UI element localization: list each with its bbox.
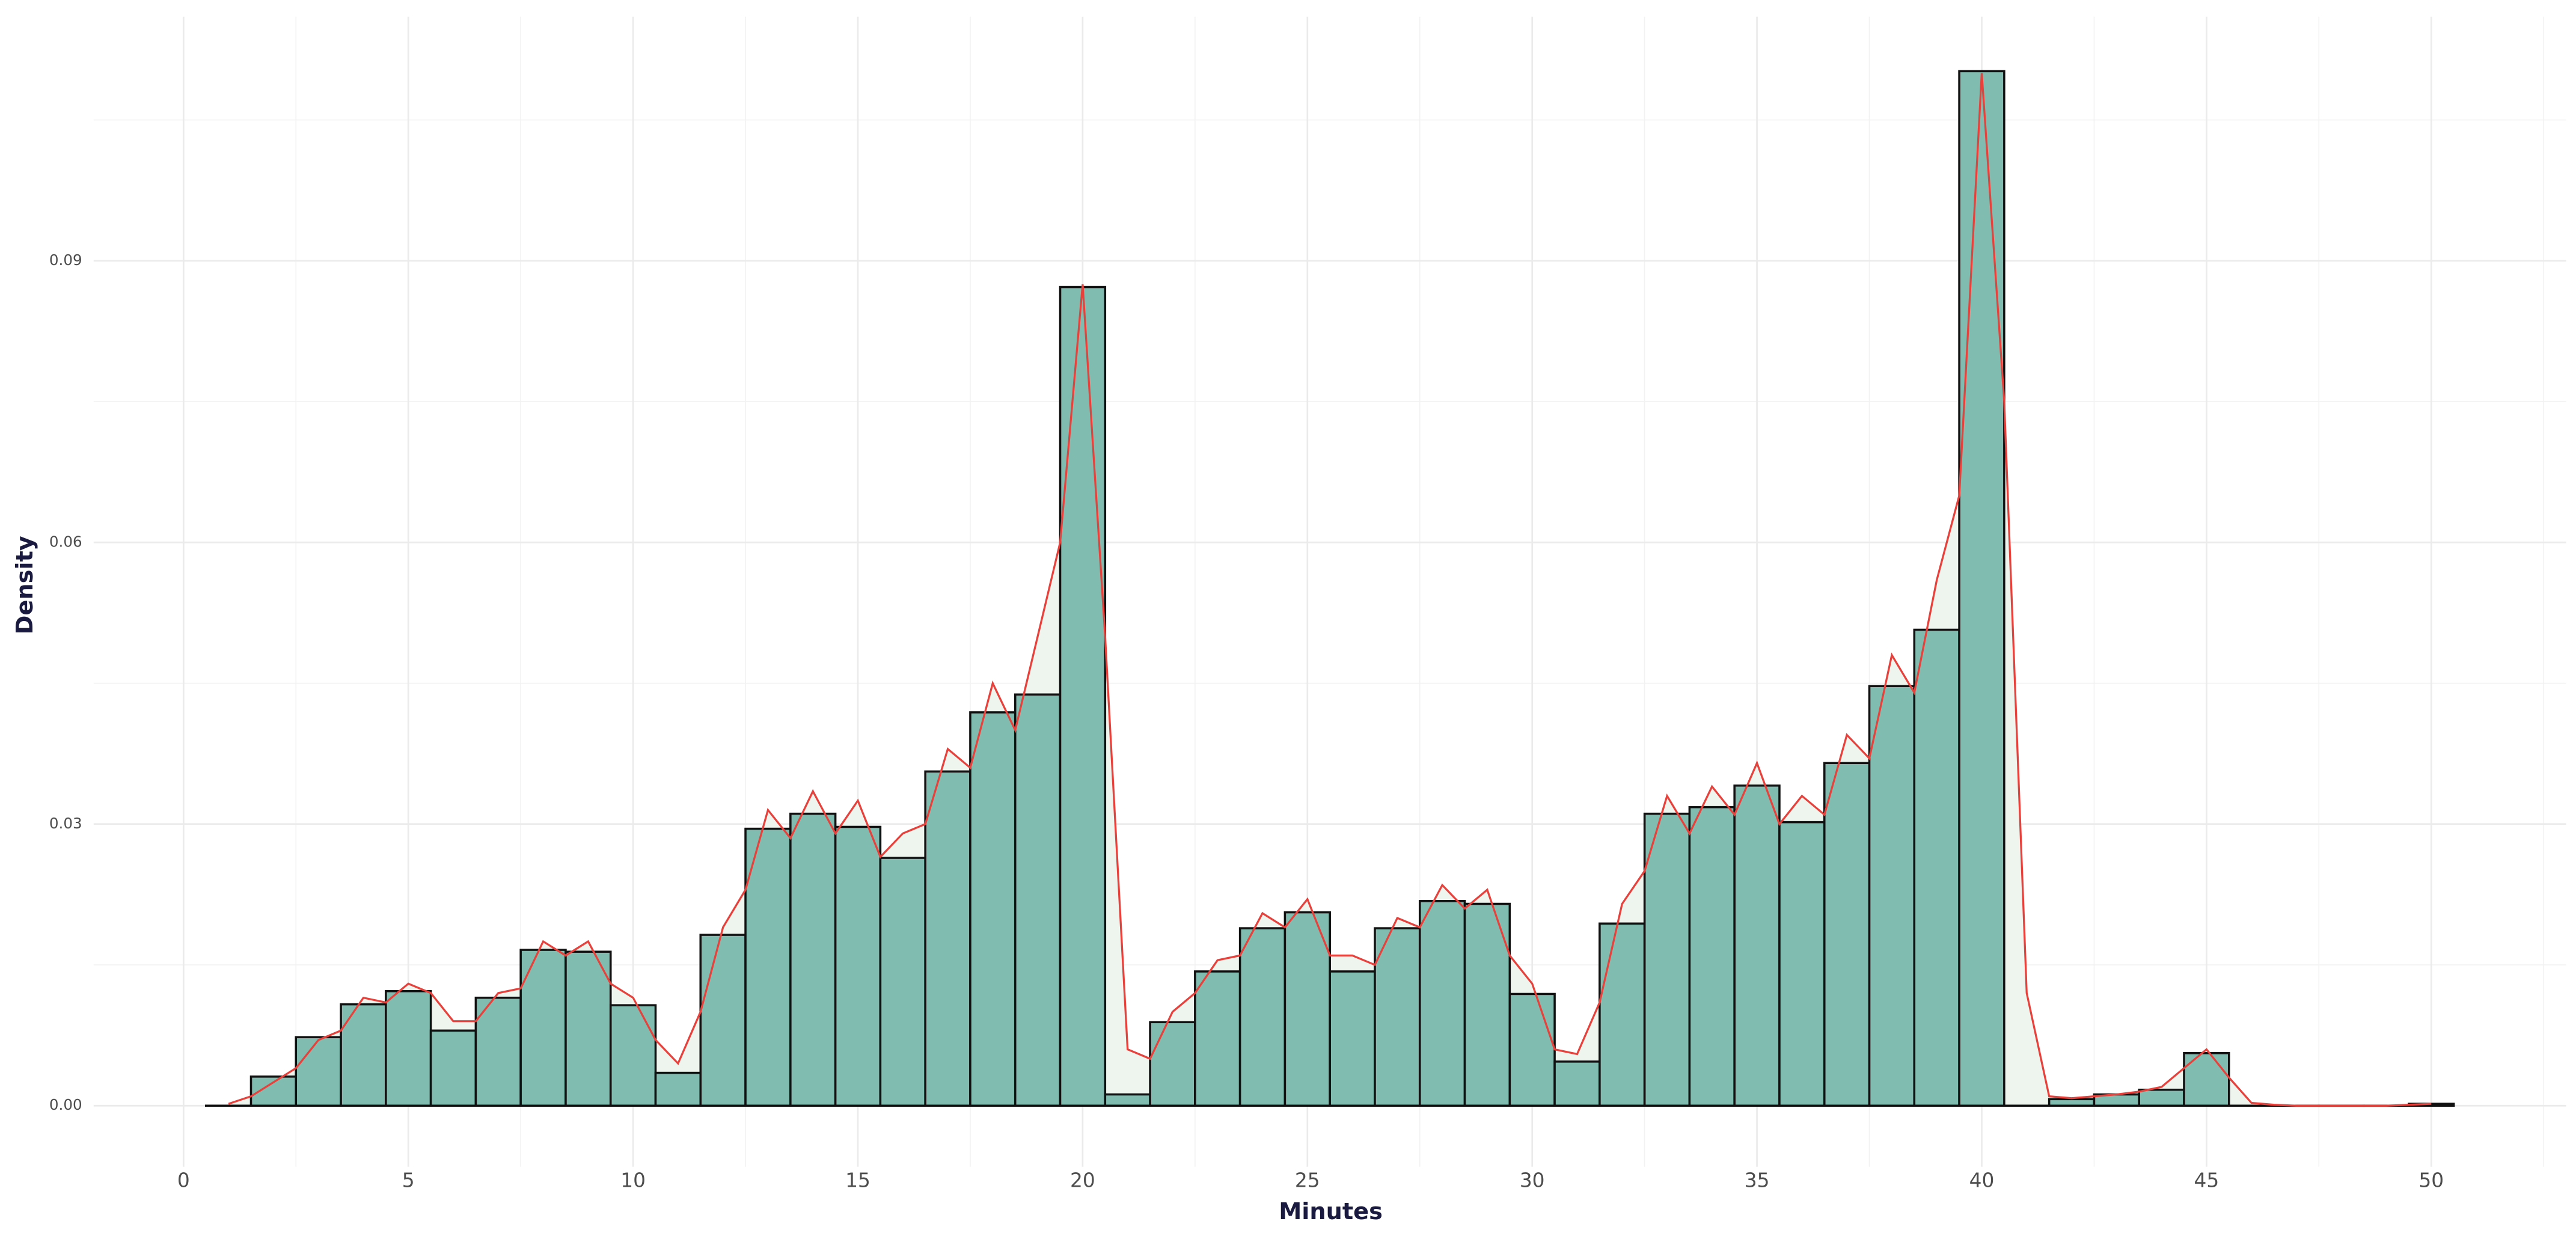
histogram-bar	[609, 1004, 657, 1107]
histogram-bar	[2183, 1052, 2230, 1107]
x-tick-label: 30	[1520, 1169, 1545, 1192]
histogram-bar	[1014, 693, 1062, 1107]
histogram-bar	[295, 1036, 342, 1107]
x-tick-label: 5	[402, 1169, 415, 1192]
histogram-bar	[1374, 927, 1421, 1107]
x-tick-label: 50	[2418, 1169, 2444, 1192]
histogram-bar	[1283, 911, 1331, 1107]
histogram-bar	[1688, 806, 1736, 1107]
x-tick-label: 15	[845, 1169, 870, 1192]
histogram-bar	[1418, 900, 1466, 1107]
histogram-bar	[699, 934, 747, 1107]
histogram-bar	[744, 827, 792, 1107]
histogram-bar	[1599, 922, 1646, 1107]
y-tick-label: 0.00	[49, 1096, 82, 1113]
histogram-bar	[1104, 1093, 1151, 1107]
histogram-bar	[834, 825, 882, 1107]
histogram-bar	[2138, 1088, 2185, 1107]
histogram-bar	[340, 1003, 387, 1107]
x-tick-label: 40	[1969, 1169, 1995, 1192]
x-tick-label: 10	[620, 1169, 646, 1192]
histogram-bar	[1463, 902, 1511, 1107]
histogram-bar	[1553, 1060, 1601, 1107]
x-tick-label: 25	[1295, 1169, 1320, 1192]
density-line	[228, 73, 2432, 1107]
histogram-bar	[1643, 812, 1691, 1107]
histogram-bar	[654, 1071, 702, 1107]
x-tick-label: 20	[1070, 1169, 1095, 1192]
histogram-bar	[969, 711, 1017, 1107]
histogram-bar	[1194, 970, 1241, 1107]
y-axis-title: Density	[11, 536, 38, 634]
y-tick-label: 0.09	[49, 251, 82, 269]
x-tick-label: 45	[2194, 1169, 2220, 1192]
histogram-bar	[564, 950, 612, 1107]
x-tick-label: 0	[177, 1169, 190, 1192]
histogram-bar	[1913, 628, 1960, 1107]
histogram-bar	[385, 990, 432, 1107]
histogram-bar	[1508, 993, 1556, 1107]
histogram-bar	[879, 857, 926, 1107]
histogram-bar	[429, 1029, 477, 1107]
x-tick-label: 35	[1745, 1169, 1770, 1192]
histogram-bar	[924, 770, 971, 1107]
histogram-bar	[1059, 286, 1107, 1107]
histogram-bar	[1958, 70, 2005, 1107]
y-tick-label: 0.06	[49, 533, 82, 550]
histogram-bar	[1733, 784, 1781, 1107]
x-axis-title: Minutes	[1279, 1198, 1383, 1225]
histogram-bar	[1868, 685, 1916, 1107]
histogram-bar	[519, 949, 567, 1107]
y-tick-label: 0.03	[49, 815, 82, 832]
histogram-bar	[1778, 821, 1826, 1107]
histogram-bar	[1149, 1021, 1196, 1107]
histogram-bar	[1823, 762, 1871, 1107]
histogram-bar	[2048, 1098, 2096, 1107]
histogram-bar	[1329, 970, 1376, 1107]
histogram-bar	[789, 812, 837, 1107]
histogram-bar	[1238, 927, 1286, 1107]
